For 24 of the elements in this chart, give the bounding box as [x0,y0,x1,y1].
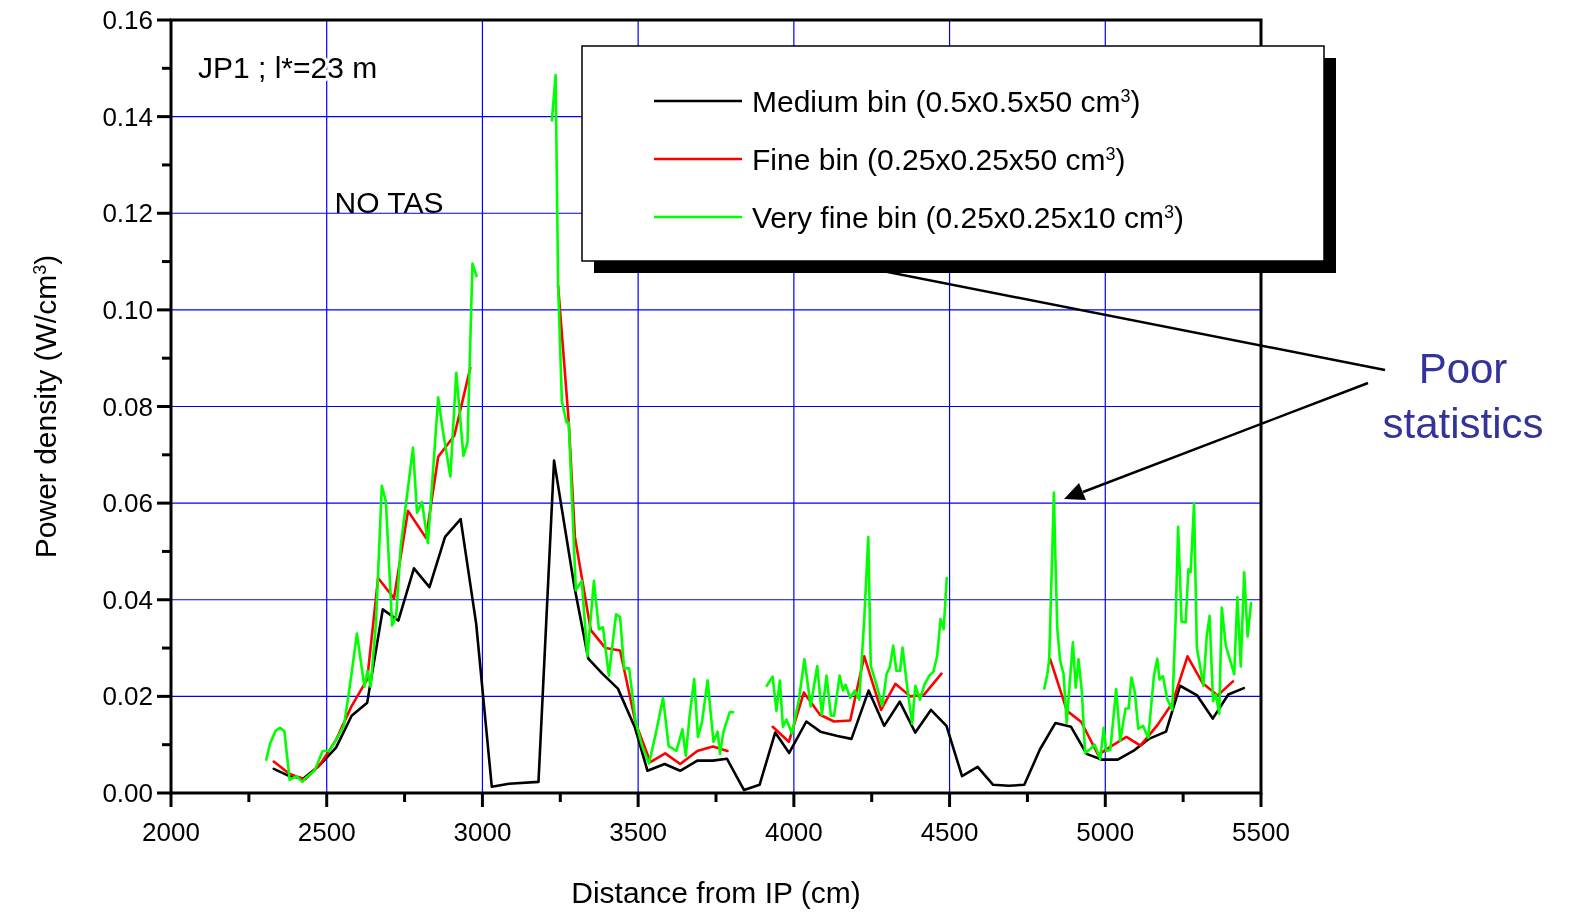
y-tick-label: 0.14 [102,101,153,132]
y-tick-label: 0.10 [102,294,153,325]
x-tick-label: 4500 [920,817,979,847]
text: Poor statistics [1382,345,1544,447]
x-tick-label: 2500 [297,817,356,847]
x-tick-label: 5000 [1076,817,1135,847]
y-tick-label: 0.08 [102,391,153,422]
x-tick-label: 2000 [142,817,200,847]
y-tick-label: 0.02 [102,681,153,712]
legend-label: Fine bin (0.25x0.25x50 cm$^{3}$) [752,143,1126,176]
legend-label: Medium bin (0.5x0.5x50 cm$^{3}$) [752,85,1141,118]
y-tick-label: 0.16 [102,5,153,35]
legend-label: Very fine bin (0.25x0.25x10 cm$^{3}$) [752,201,1184,234]
annotation: NO TAS [334,186,444,220]
x-tick-label: 3500 [609,817,668,847]
x-tick-label: 4000 [764,817,823,847]
x-tick-label: 3000 [453,817,512,847]
x-tick-label: 5500 [1232,817,1290,847]
x-axis-title: Distance from IP (cm) [571,876,861,909]
y-tick-label: 0.00 [102,778,153,808]
y-tick-label: 0.04 [102,584,153,615]
y-tick-label: 0.06 [102,488,153,519]
y-tick-label: 0.12 [102,198,153,229]
line-series [272,459,1246,792]
